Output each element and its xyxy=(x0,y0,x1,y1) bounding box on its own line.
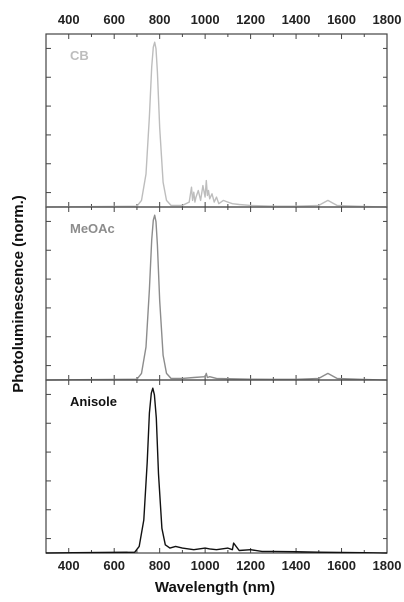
panel-label: Anisole xyxy=(70,394,117,409)
panel-frame xyxy=(45,33,388,208)
x-tick-label-top: 1600 xyxy=(327,12,356,27)
panel-meoac: MeOAc xyxy=(45,206,388,381)
x-tick-label-top: 800 xyxy=(149,12,171,27)
x-tick-label-top: 600 xyxy=(103,12,125,27)
panel-anisole: Anisole xyxy=(45,379,388,554)
x-tick-label-top: 400 xyxy=(58,12,80,27)
x-tick-label-bottom: 800 xyxy=(149,558,171,573)
x-axis-label: Wavelength (nm) xyxy=(155,579,275,596)
x-tick-label-bottom: 1000 xyxy=(191,558,220,573)
top-x-tick-labels: 400 600 800 1000 1200 1400 1600 1800 xyxy=(58,12,402,27)
x-tick-label-bottom: 400 xyxy=(58,558,80,573)
x-tick-label-top: 1200 xyxy=(236,12,265,27)
panel-label: CB xyxy=(70,48,89,63)
x-tick-label-bottom: 1400 xyxy=(282,558,311,573)
series-line-meoac xyxy=(45,214,388,381)
x-tick-label-bottom: 1800 xyxy=(373,558,402,573)
x-tick-label-top: 1800 xyxy=(373,12,402,27)
panel-label: MeOAc xyxy=(70,221,115,236)
x-tick-label-bottom: 600 xyxy=(103,558,125,573)
panel-frame xyxy=(45,379,388,554)
panel-cb: CB xyxy=(45,33,388,208)
x-tick-label-top: 1000 xyxy=(191,12,220,27)
x-tick-label-bottom: 1600 xyxy=(327,558,356,573)
series-line-cb xyxy=(45,41,388,208)
bottom-x-tick-labels: 400 600 800 1000 1200 1400 1600 1800 xyxy=(58,558,402,573)
x-tick-label-top: 1400 xyxy=(282,12,311,27)
x-tick-label-bottom: 1200 xyxy=(236,558,265,573)
series-line-anisole xyxy=(45,387,388,554)
panels: CB MeOAc Anisole xyxy=(45,33,388,554)
y-axis-label: Photoluminescence (norm.) xyxy=(10,195,27,393)
